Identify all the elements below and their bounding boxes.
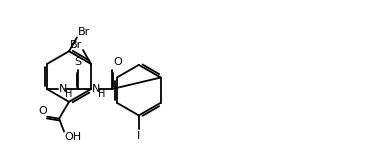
Text: S: S xyxy=(74,57,81,67)
Text: OH: OH xyxy=(65,132,82,142)
Text: Br: Br xyxy=(77,27,90,37)
Text: H: H xyxy=(65,89,72,99)
Text: I: I xyxy=(137,131,141,141)
Text: O: O xyxy=(114,57,123,67)
Text: O: O xyxy=(38,106,47,116)
Text: Br: Br xyxy=(70,40,82,49)
Text: N: N xyxy=(92,84,100,94)
Text: N: N xyxy=(58,84,67,94)
Text: H: H xyxy=(98,89,105,99)
